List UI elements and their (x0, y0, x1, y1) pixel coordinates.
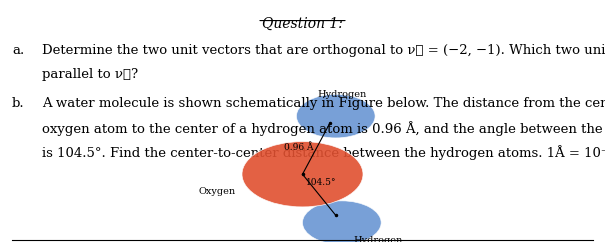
Text: b.: b. (12, 97, 25, 110)
Ellipse shape (242, 142, 363, 207)
Text: A water molecule is shown schematically in Figure below. The distance from the c: A water molecule is shown schematically … (42, 97, 605, 110)
Text: oxygen atom to the center of a hydrogen atom is 0.96 Å, and the angle between th: oxygen atom to the center of a hydrogen … (42, 121, 605, 136)
Text: parallel to ν⃗?: parallel to ν⃗? (42, 68, 139, 81)
Text: Hydrogen: Hydrogen (353, 236, 403, 242)
Text: is 104.5°. Find the center-to-center distance between the hydrogen atoms. 1Å = 1: is 104.5°. Find the center-to-center dis… (42, 145, 605, 160)
Text: Question 1:: Question 1: (262, 17, 343, 31)
Text: Determine the two unit vectors that are orthogonal to ν⃗ = (−2, −1). Which two u: Determine the two unit vectors that are … (42, 44, 605, 57)
Text: 0.96 Å: 0.96 Å (284, 144, 314, 152)
Ellipse shape (302, 201, 381, 242)
Text: 104.5°: 104.5° (306, 178, 336, 187)
Text: Hydrogen: Hydrogen (317, 90, 367, 99)
Text: Oxygen: Oxygen (199, 187, 236, 196)
Text: a.: a. (12, 44, 24, 57)
Ellipse shape (296, 94, 375, 138)
